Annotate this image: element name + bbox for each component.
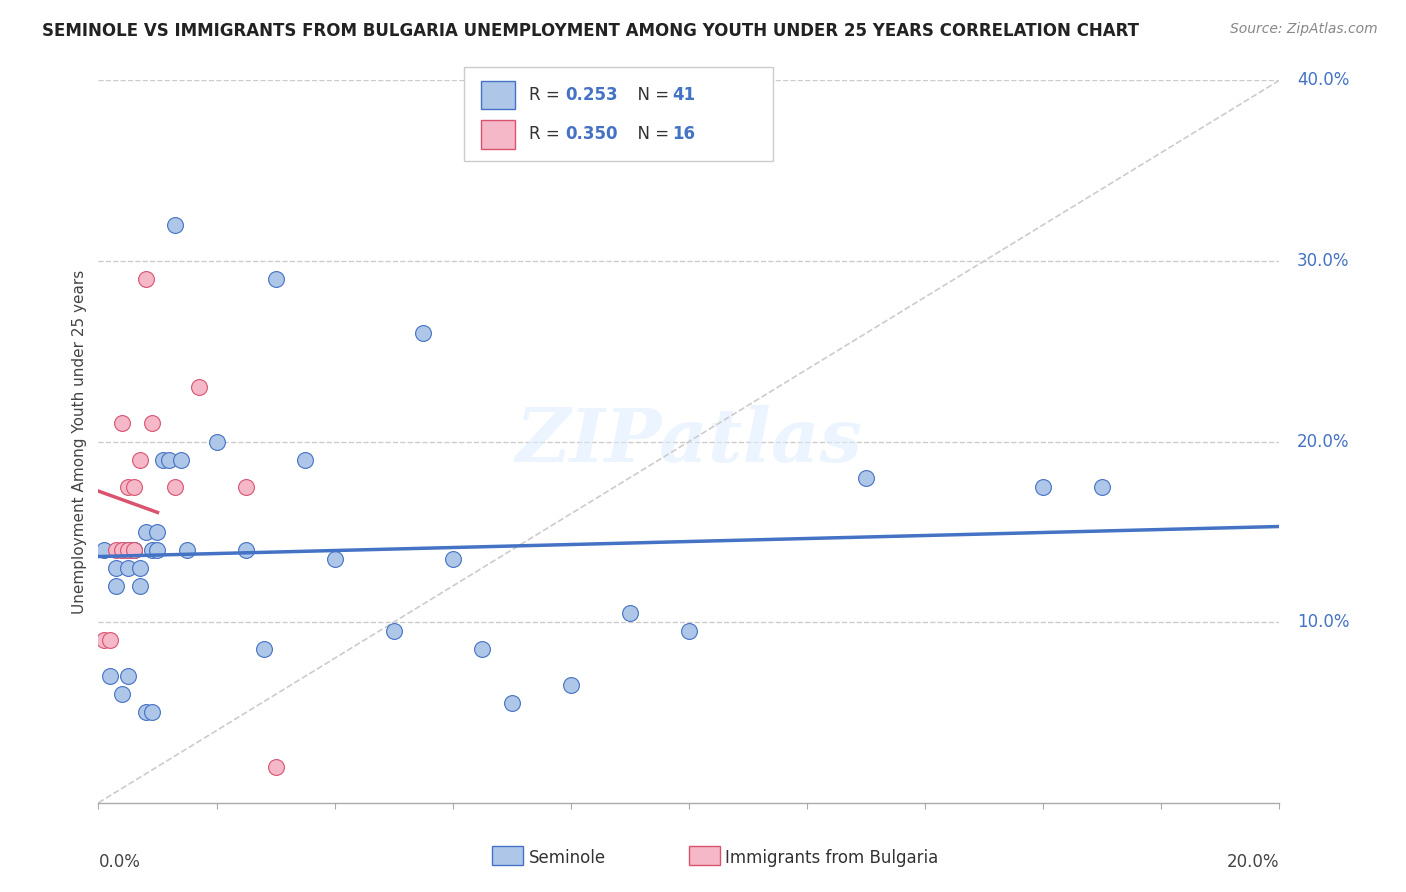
Point <box>235 542 257 557</box>
Text: 0.253: 0.253 <box>565 86 617 104</box>
Text: 41: 41 <box>672 86 695 104</box>
Point <box>122 480 145 494</box>
Text: Immigrants from Bulgaria: Immigrants from Bulgaria <box>725 849 939 867</box>
Text: SEMINOLE VS IMMIGRANTS FROM BULGARIA UNEMPLOYMENT AMONG YOUTH UNDER 25 YEARS COR: SEMINOLE VS IMMIGRANTS FROM BULGARIA UNE… <box>42 22 1139 40</box>
Point <box>128 452 150 467</box>
Text: 20.0%: 20.0% <box>1227 854 1279 871</box>
Text: N =: N = <box>627 126 675 144</box>
Point <box>135 272 157 286</box>
Point <box>117 480 139 494</box>
Point <box>111 417 134 431</box>
Point <box>141 542 163 557</box>
Point <box>264 272 287 286</box>
Point <box>855 471 877 485</box>
Point <box>111 687 134 701</box>
Text: Seminole: Seminole <box>529 849 606 867</box>
Point <box>122 542 145 557</box>
Text: 0.0%: 0.0% <box>98 854 141 871</box>
Point <box>501 697 523 711</box>
Point <box>111 542 134 557</box>
Point <box>117 542 139 557</box>
Point <box>98 669 121 683</box>
Point <box>157 452 180 467</box>
Point <box>235 480 257 494</box>
Text: 10.0%: 10.0% <box>1298 613 1350 632</box>
Point <box>117 542 139 557</box>
Point <box>111 542 134 557</box>
Y-axis label: Unemployment Among Youth under 25 years: Unemployment Among Youth under 25 years <box>72 269 87 614</box>
Point <box>146 542 169 557</box>
Point <box>98 633 121 648</box>
Text: R =: R = <box>529 126 565 144</box>
Point <box>205 434 228 449</box>
Text: R =: R = <box>529 86 565 104</box>
Point <box>471 642 494 657</box>
Point <box>165 218 187 232</box>
Point <box>170 452 193 467</box>
Point <box>128 579 150 593</box>
Point <box>294 452 316 467</box>
Point <box>141 417 163 431</box>
Point <box>122 542 145 557</box>
Point <box>264 760 287 774</box>
Point <box>117 669 139 683</box>
Point <box>122 542 145 557</box>
Point <box>93 542 115 557</box>
Point <box>187 380 209 394</box>
Point <box>135 706 157 720</box>
Point <box>152 452 174 467</box>
Point <box>105 542 128 557</box>
Point <box>412 326 434 340</box>
Text: 30.0%: 30.0% <box>1298 252 1350 270</box>
Point <box>146 524 169 539</box>
Point <box>141 706 163 720</box>
Point <box>93 633 115 648</box>
Text: 20.0%: 20.0% <box>1298 433 1350 450</box>
Point <box>323 552 346 566</box>
Point <box>678 624 700 639</box>
Text: 16: 16 <box>672 126 695 144</box>
Point <box>128 561 150 575</box>
Point <box>165 480 187 494</box>
Point <box>105 561 128 575</box>
Point <box>1032 480 1054 494</box>
Text: Source: ZipAtlas.com: Source: ZipAtlas.com <box>1230 22 1378 37</box>
Point <box>382 624 405 639</box>
Text: N =: N = <box>627 86 675 104</box>
Point <box>105 579 128 593</box>
Point <box>176 542 198 557</box>
Point <box>619 606 641 620</box>
Text: 40.0%: 40.0% <box>1298 71 1350 89</box>
Point <box>1091 480 1114 494</box>
Text: ZIPatlas: ZIPatlas <box>516 405 862 478</box>
Point <box>253 642 276 657</box>
Point <box>560 678 582 692</box>
Point <box>441 552 464 566</box>
Text: 0.350: 0.350 <box>565 126 617 144</box>
Point <box>117 561 139 575</box>
Point <box>135 524 157 539</box>
